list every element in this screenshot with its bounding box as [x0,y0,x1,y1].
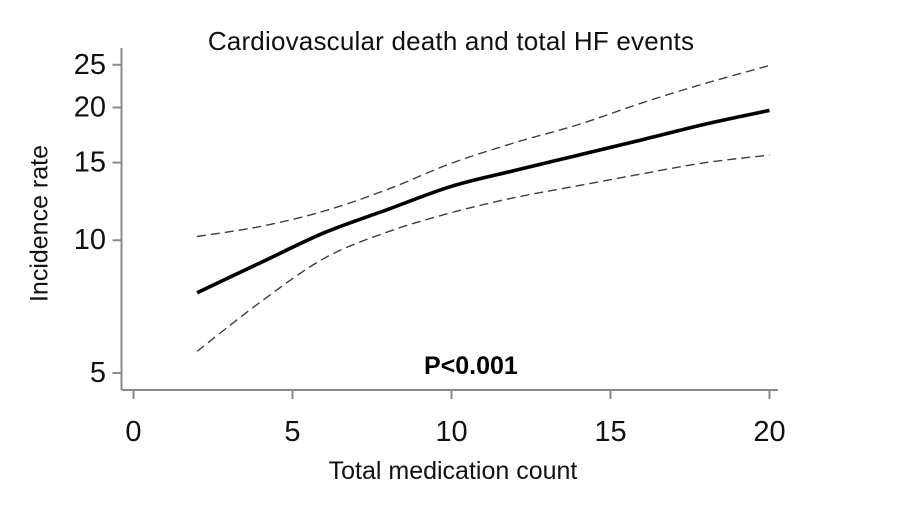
estimate-line [196,108,770,295]
y-axis-label: Incidence rate [25,144,54,303]
x-tick-label: 20 [753,416,785,448]
upper-95-ci-line [196,64,770,238]
y-tick-label: 10 [74,224,106,256]
x-tick-label: 15 [594,416,626,448]
x-tick-label: 5 [284,416,300,448]
y-tick-label: 5 [90,357,106,389]
chart-title: Cardiovascular death and total HF events [207,26,695,56]
y-tick-label: 20 [74,91,106,123]
x-tick-label: 0 [125,416,141,448]
p-value-annotation: P<0.001 [424,352,518,380]
x-tick-label: 10 [435,416,467,448]
y-tick-label: 15 [74,147,106,179]
lower-95-ci-line [196,154,770,352]
y-tick-label: 25 [74,49,106,81]
x-axis-label: Total medication count [328,457,578,485]
